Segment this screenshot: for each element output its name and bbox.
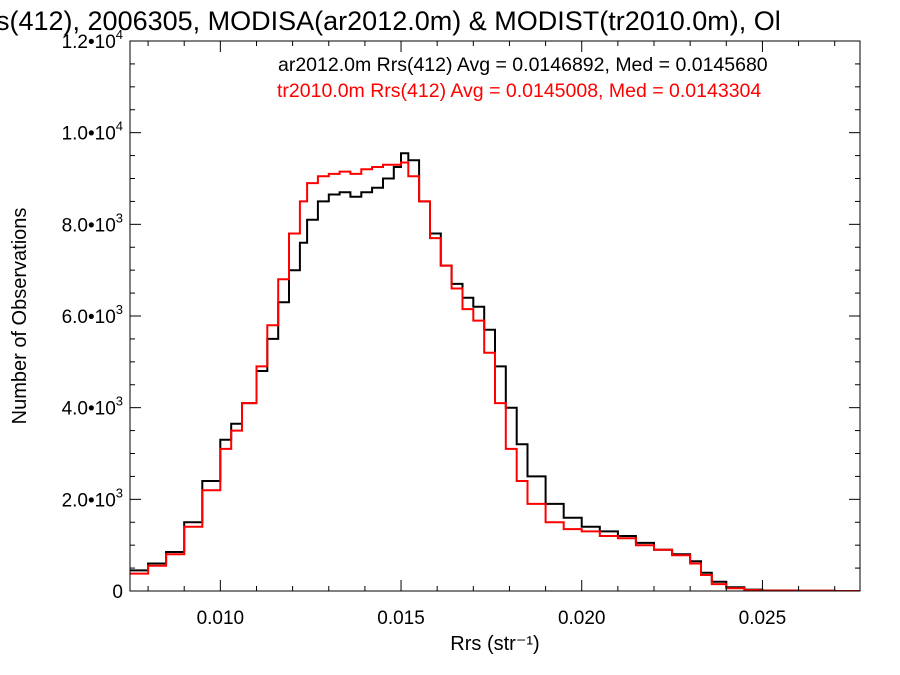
series-line-tr2010.0m: [130, 161, 860, 591]
legend-entry-ar2012: ar2012.0m Rrs(412) Avg = 0.0146892, Med …: [278, 54, 768, 76]
x-tick-label: 0.010: [197, 608, 245, 629]
y-axis-label: Number of Observations: [9, 208, 31, 425]
x-tick-label: 0.020: [558, 608, 606, 629]
y-tick-label: 6.0•103: [62, 302, 123, 328]
ticks-layer: 0.010 0.015 0.020 0.025 0 2.0•103 4.0•103 6.0•1…: [62, 27, 860, 629]
legend-entry-tr2010: tr2010.0m Rrs(412) Avg = 0.0145008, Med …: [277, 80, 761, 102]
x-tick-label: 0.015: [377, 608, 425, 629]
legend: ar2012.0m Rrs(412) Avg = 0.0146892, Med …: [277, 54, 768, 102]
chart-title: s(412), 2006305, MODISA(ar2012.0m) & MOD…: [0, 6, 781, 36]
plot-area: 0.010 0.015 0.020 0.025 0 2.0•103 4.0•103 6.0•1…: [62, 27, 861, 629]
x-tick-label: 0.025: [739, 608, 787, 629]
y-tick-label: 1.2•104: [62, 27, 123, 53]
y-tick-label: 0: [112, 582, 123, 603]
series-layer: [130, 152, 860, 591]
y-tick-label: 4.0•103: [62, 394, 123, 420]
y-tick-label: 1.0•104: [62, 119, 123, 145]
plot-frame: [129, 40, 861, 592]
y-tick-label: 2.0•103: [62, 485, 123, 511]
y-tick-label: 8.0•103: [62, 210, 123, 236]
x-axis-label: Rrs (str⁻¹): [450, 633, 539, 655]
